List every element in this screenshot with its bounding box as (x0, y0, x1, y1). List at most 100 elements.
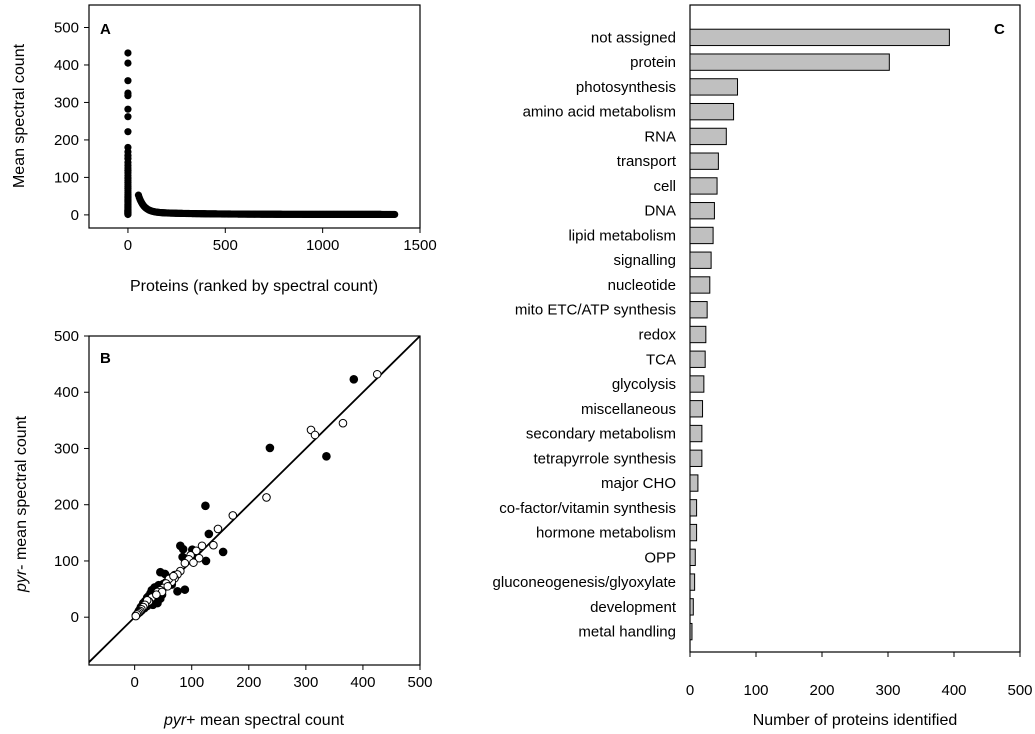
panel-c-category-label: transport (617, 153, 677, 170)
panel-c-category-label: TCA (646, 351, 676, 368)
panel-c-bar (689, 251, 712, 269)
panel-c-x-axis-label: Number of proteins identified (753, 712, 958, 729)
panel-c-bar (689, 598, 694, 616)
panel-a-y-tick-label: 100 (54, 169, 79, 186)
panel-b-point-open (228, 511, 238, 520)
panel-a-point (124, 77, 132, 85)
panel-b-y-tick-label: 500 (54, 328, 79, 345)
panel-c-bar (689, 523, 698, 542)
panel-c-bar (689, 301, 708, 319)
panel-b-point-open (310, 430, 320, 440)
panel-c-category-label: secondary metabolism (526, 426, 676, 443)
panel-a-point (124, 128, 132, 136)
panel-c-category-label: glycolysis (612, 376, 676, 393)
panel-a-point (124, 105, 132, 113)
panel-b-point-open (197, 541, 207, 551)
panel-b-point-filled (153, 598, 162, 608)
panel-c-bar (689, 573, 696, 591)
panel-b-point-filled (180, 585, 190, 594)
panel-c-category-label: RNA (644, 128, 676, 145)
panel-b-y-axis-label-italic: pyr (13, 569, 30, 593)
panel-b-point-open (194, 553, 204, 563)
panel-c-x-tick-label: 400 (941, 682, 966, 699)
panel-c-bar (689, 152, 719, 170)
panel-a-point (124, 92, 132, 100)
panel-a-x-axis-label: Proteins (ranked by spectral count) (130, 278, 378, 295)
panel-b-point-open (191, 546, 201, 556)
panel-c-bar (689, 28, 950, 47)
panel-b-x-tick-label: 400 (350, 674, 375, 691)
panel-b-point-open (372, 369, 382, 379)
panel-b-point-open (169, 571, 178, 581)
panel-c-x-tick-label: 300 (875, 682, 900, 699)
panel-c-bar (689, 177, 718, 195)
panel-a-x-tick-label: 500 (213, 237, 238, 254)
panel-b-point-open (262, 493, 271, 502)
panel-b-x-axis-label-rest: + mean spectral count (186, 712, 344, 729)
panel-b-x-axis-label: pyr+ mean spectral count (163, 712, 345, 729)
panel-b-point-open (152, 590, 161, 600)
panel-b-y-tick-label: 400 (54, 384, 79, 401)
panel-c-category-label: mito ETC/ATP synthesis (515, 302, 676, 319)
panel-c-bar (689, 474, 699, 492)
panel-c-category-labels: not assigned protein photosynthesis amino a… (493, 29, 677, 640)
panel-c-x-tick-label: 100 (743, 682, 768, 699)
panel-a-point (124, 113, 132, 121)
panel-b-point-filled (204, 529, 214, 539)
panel-c-x-tick-label: 500 (1007, 682, 1032, 699)
panel-c-category-label: metal handling (578, 624, 676, 641)
panel-b-x-ticks: 0 100 200 300 400 500 (130, 665, 433, 691)
panel-b-point-filled (265, 443, 275, 453)
panel-b-y-tick-label: 300 (54, 440, 79, 457)
panel-c-category-label: redox (638, 327, 676, 344)
panel-c-category-label: photosynthesis (576, 79, 676, 96)
panel-a-point (124, 59, 132, 67)
panel-a-points (124, 49, 399, 219)
panel-b-point-filled (201, 501, 210, 511)
panel-b-y-axis-label: pyr- mean spectral count (13, 415, 30, 593)
panel-c-bar (689, 276, 711, 294)
panel-a-point (124, 210, 132, 219)
panel-b-x-tick-label: 500 (407, 674, 432, 691)
panel-b-x-axis-label-italic: pyr (163, 712, 187, 729)
panel-c: C not assigned protein photosynthesis amino… (493, 4, 1033, 729)
panel-c-category-label: amino acid metabolism (523, 104, 676, 121)
panel-c-category-label: tetrapyrrole synthesis (533, 450, 676, 467)
panel-a-y-tick-label: 0 (71, 207, 79, 224)
panel-c-bar (689, 226, 714, 245)
panel-b-label: B (100, 350, 111, 367)
panel-b-point-filled (178, 544, 188, 554)
panel-b-y-ticks: 0 100 200 300 400 500 (54, 328, 89, 626)
panel-c-category-label: lipid metabolism (568, 227, 676, 244)
panel-b-x-tick-label: 100 (179, 674, 204, 691)
panel-b-y-tick-label: 0 (71, 609, 79, 626)
panel-c-category-label: signalling (613, 252, 676, 269)
panel-c-bar (689, 548, 696, 567)
panel-c-category-label: development (590, 599, 677, 616)
panel-c-bar (689, 325, 707, 344)
panel-c-bar (689, 449, 703, 467)
panel-a-y-tick-label: 300 (54, 94, 79, 111)
panel-c-bars (689, 28, 950, 641)
panel-b-point-open (189, 558, 198, 567)
panel-c-x-tick-label: 200 (809, 682, 834, 699)
panel-c-category-label: hormone metabolism (536, 525, 676, 542)
panel-c-category-label: protein (630, 54, 676, 71)
panel-b-y-tick-label: 200 (54, 497, 79, 514)
panel-c-x-ticks: 0 100 200 300 400 500 (686, 652, 1033, 699)
panel-c-bar (689, 400, 704, 418)
panel-c-bar (689, 622, 693, 641)
panel-b-x-tick-label: 300 (293, 674, 318, 691)
panel-b-x-tick-label: 200 (236, 674, 261, 691)
panel-c-label: C (994, 21, 1005, 38)
panel-c-category-label: DNA (644, 203, 676, 220)
panel-c-frame (689, 4, 1021, 653)
panel-c-bar (689, 499, 698, 517)
panel-b-point-open (209, 540, 218, 550)
panel-c-bar (689, 127, 727, 146)
panel-c-category-label: gluconeogenesis/glyoxylate (493, 574, 676, 591)
panel-b-point-filled (322, 452, 331, 461)
panel-b-x-tick-label: 0 (130, 674, 138, 691)
panel-a-y-tick-label: 400 (54, 57, 79, 74)
